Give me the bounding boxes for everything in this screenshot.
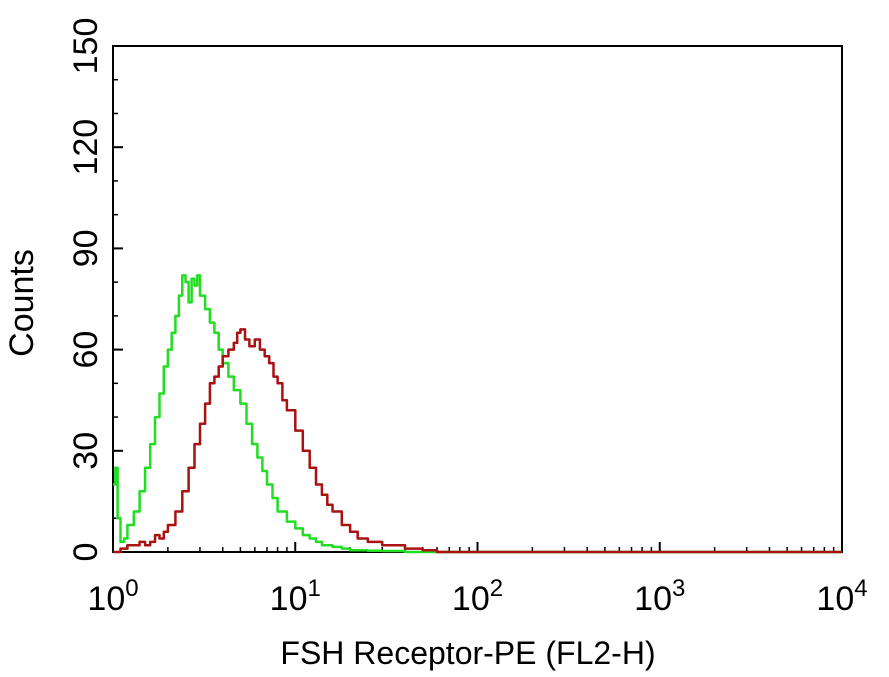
x-tick-label: 101: [270, 575, 321, 618]
series-line-1: [113, 328, 842, 554]
x-tick-exponent: 4: [854, 575, 867, 602]
x-tick-label: 102: [452, 575, 503, 618]
x-tick-base: 10: [270, 580, 308, 618]
x-axis-ticks: 100 101 102 103 104: [87, 542, 868, 618]
x-tick-base: 10: [452, 580, 490, 618]
y-tick-label: 150: [67, 18, 105, 75]
x-tick-base: 10: [87, 580, 125, 618]
y-tick-label: 30: [67, 432, 105, 470]
y-tick-label: 60: [67, 331, 105, 369]
y-tick-label: 120: [67, 119, 105, 176]
x-tick-exponent: 2: [490, 575, 503, 602]
x-tick-base: 10: [816, 580, 854, 618]
x-tick-exponent: 0: [125, 575, 138, 602]
plot-frame: [112, 45, 843, 553]
x-tick-base: 10: [634, 580, 672, 618]
y-tick-label: 90: [67, 229, 105, 267]
x-axis-title: FSH Receptor-PE (FL2-H): [280, 635, 655, 671]
y-tick-label: 0: [67, 543, 105, 562]
series-line-0: [113, 274, 842, 554]
x-tick-exponent: 1: [307, 575, 320, 602]
y-axis-ticks: 0 30 60 90 120 150: [67, 18, 123, 562]
x-tick-exponent: 3: [672, 575, 685, 602]
y-axis-title: Counts: [3, 249, 41, 357]
series-layer: [113, 274, 842, 554]
x-tick-label: 104: [816, 575, 867, 618]
x-tick-label: 103: [634, 575, 685, 618]
x-tick-label: 100: [87, 575, 138, 618]
